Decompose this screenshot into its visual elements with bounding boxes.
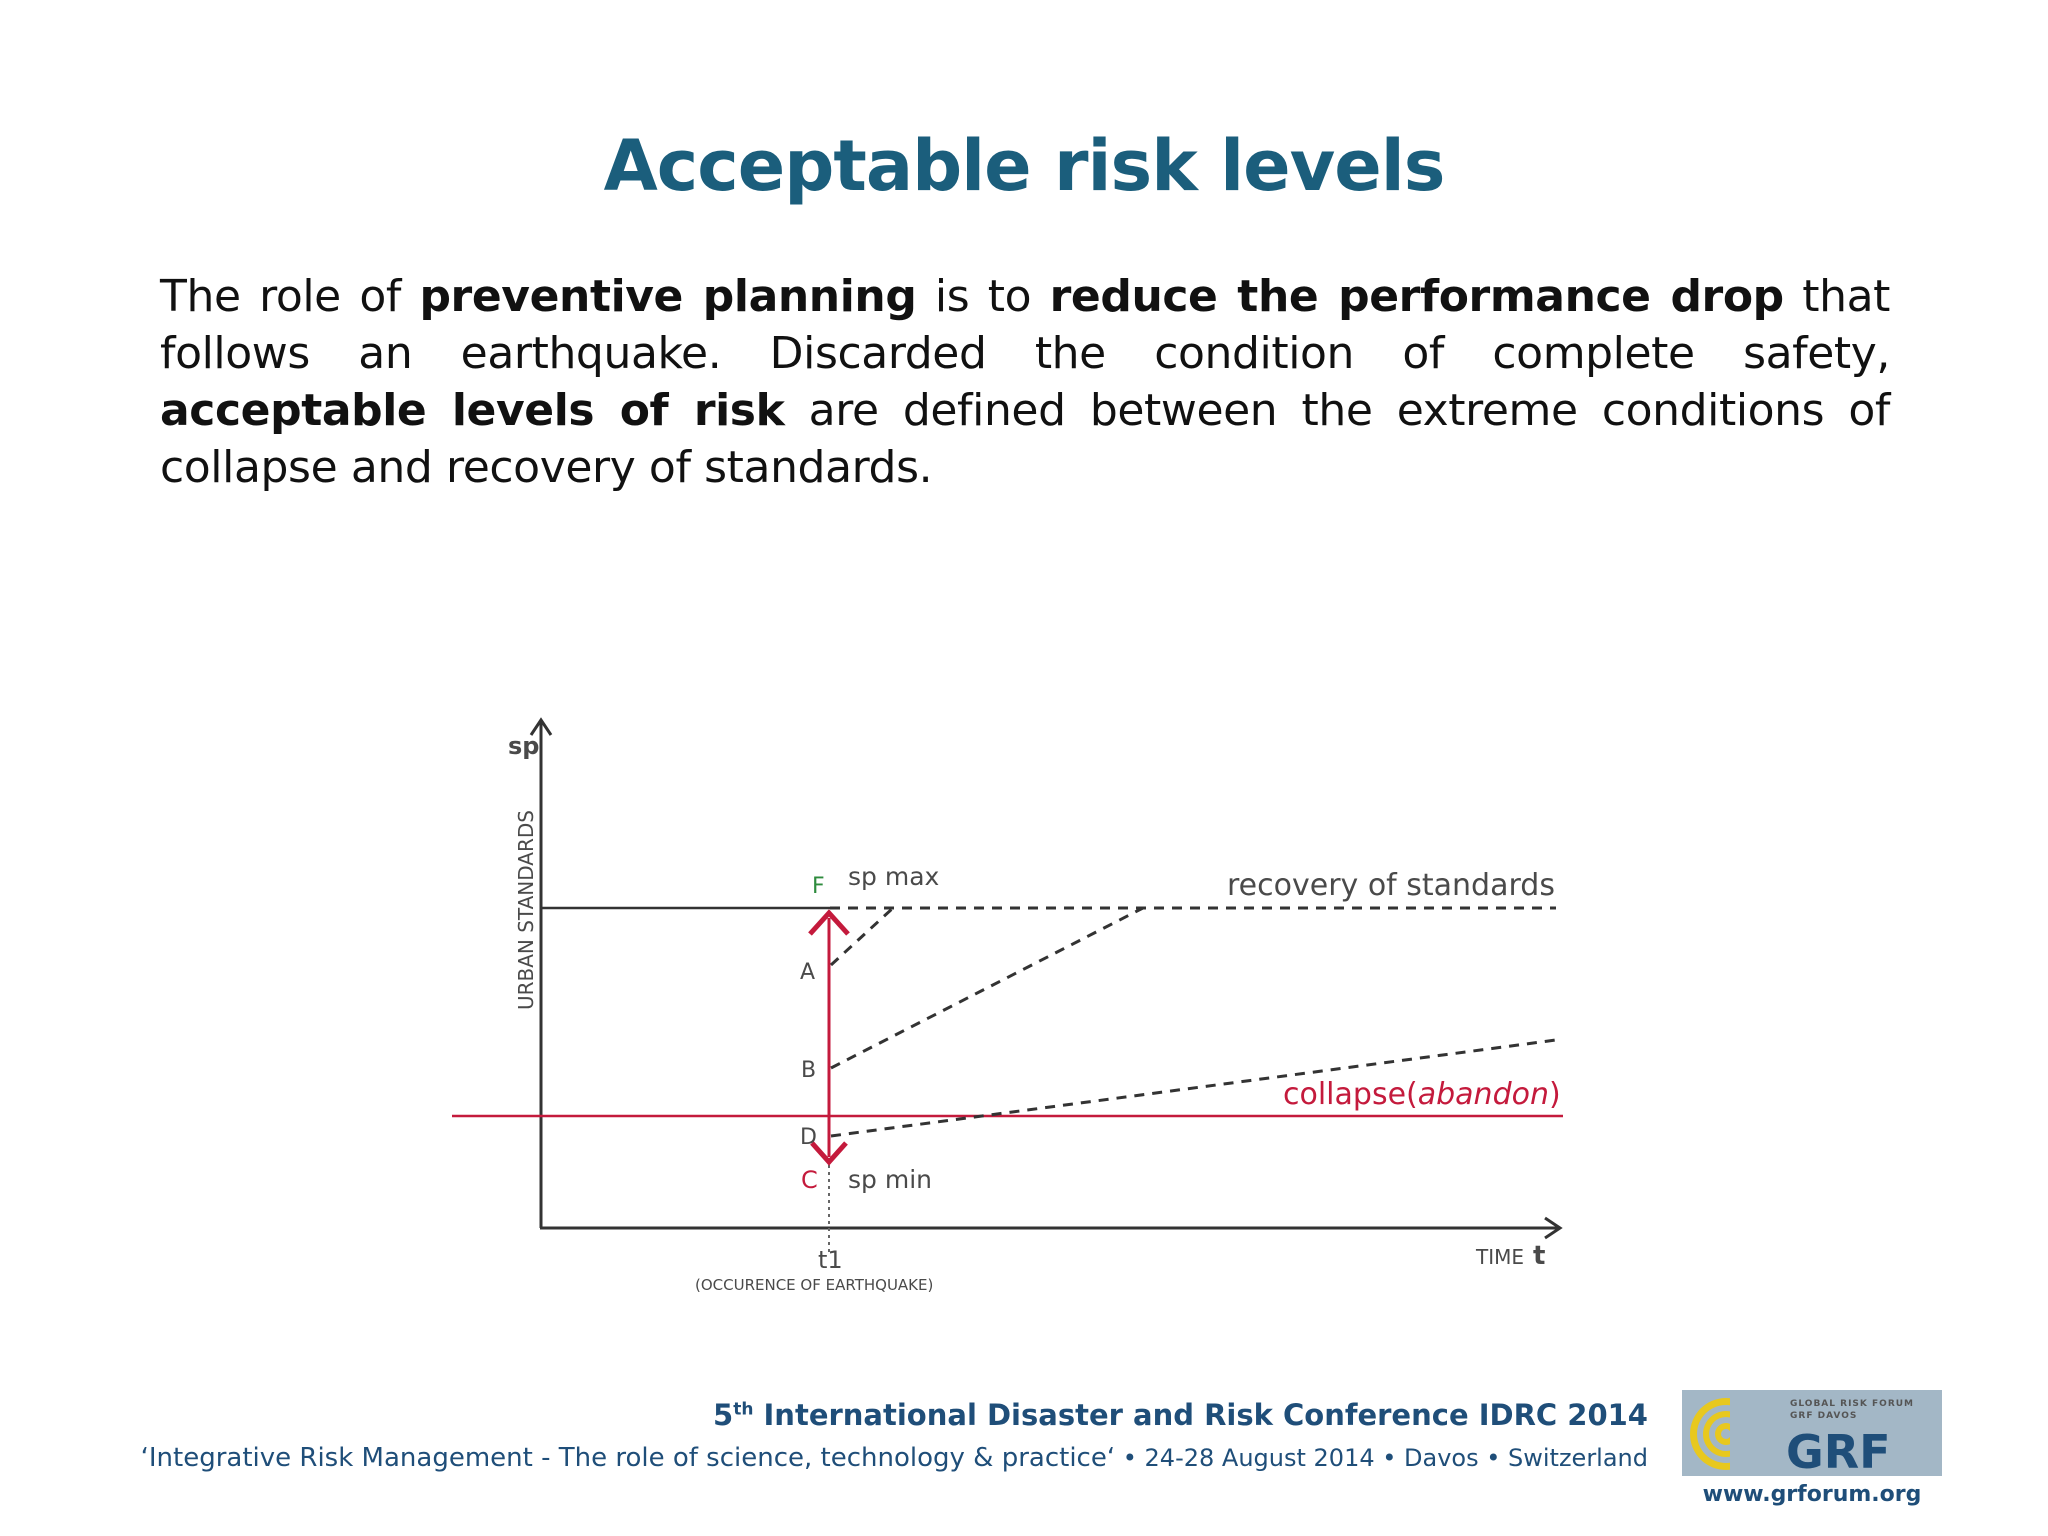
- conference-name: International Disaster and Risk Conferen…: [753, 1398, 1648, 1432]
- drop-arrow-up-head: [808, 909, 850, 936]
- body-text-part-4: are defined between the extreme conditio…: [160, 385, 1890, 493]
- collapse-label-prefix: collapse(: [1283, 1077, 1418, 1112]
- grf-logo: GLOBAL RISK FORUM GRF DAVOS GRF: [1682, 1390, 1942, 1476]
- point-d: D: [800, 1125, 817, 1150]
- body-bold-preventive-planning: preventive planning: [419, 271, 917, 322]
- grf-logo-line1: GLOBAL RISK FORUM: [1790, 1399, 1914, 1409]
- x-axis-symbol: t: [1533, 1241, 1545, 1271]
- point-f: F: [812, 874, 825, 899]
- point-b: B: [801, 1058, 816, 1083]
- x-axis-arrowhead: [1544, 1216, 1563, 1240]
- y-axis-symbol: sp: [508, 732, 539, 760]
- footer-conference-title: 5th International Disaster and Risk Conf…: [713, 1398, 1648, 1432]
- body-text-part-2: is to: [916, 271, 1050, 322]
- footer-conference-subtitle: ‘Integrative Risk Management - The role …: [141, 1443, 1648, 1473]
- conference-number: 5: [713, 1398, 734, 1432]
- grf-logo-word: GRF: [1786, 1425, 1891, 1476]
- body-bold-reduce-drop: reduce the performance drop: [1049, 271, 1785, 322]
- path-from-a: [829, 906, 895, 967]
- collapse-label-italic: abandon: [1418, 1077, 1549, 1112]
- point-a: A: [800, 960, 815, 985]
- drop-arrow-down-head: [810, 1141, 848, 1166]
- sp-max-label: sp max: [848, 862, 939, 891]
- collapse-label: collapse(abandon): [1283, 1077, 1561, 1112]
- point-c: C: [801, 1166, 818, 1194]
- body-bold-acceptable-levels: acceptable levels of risk: [160, 385, 785, 436]
- grf-logo-line2: GRF DAVOS: [1790, 1411, 1857, 1421]
- conference-details: • 24-28 August 2014 • Davos • Switzerlan…: [1115, 1444, 1648, 1472]
- y-axis-label: URBAN STANDARDS: [514, 810, 538, 1010]
- x-axis-label: TIME: [1475, 1245, 1524, 1269]
- path-from-b: [830, 906, 1144, 1070]
- body-text-part-3: that follows an earthquake. Discarded th…: [160, 271, 1891, 379]
- slide-title: Acceptable risk levels: [603, 125, 1446, 207]
- body-text: The role of preventive planning is to re…: [160, 268, 1890, 496]
- grf-target-icon: [1690, 1395, 1772, 1473]
- y-axis-arrowhead: [529, 717, 553, 736]
- conference-theme: ‘Integrative Risk Management - The role …: [140, 1443, 1116, 1473]
- t1-caption: (OCCURENCE OF EARTHQUAKE): [695, 1276, 933, 1294]
- recovery-label: recovery of standards: [1227, 868, 1555, 903]
- grf-website-link[interactable]: www.grforum.org: [1702, 1482, 1922, 1507]
- sp-min-label: sp min: [848, 1165, 932, 1194]
- body-text-part-1: The role of: [160, 271, 420, 322]
- conference-ordinal: th: [733, 1399, 754, 1420]
- collapse-label-suffix: ): [1549, 1077, 1561, 1112]
- t1-label: t1: [818, 1246, 843, 1274]
- path-from-d: [830, 1038, 1557, 1138]
